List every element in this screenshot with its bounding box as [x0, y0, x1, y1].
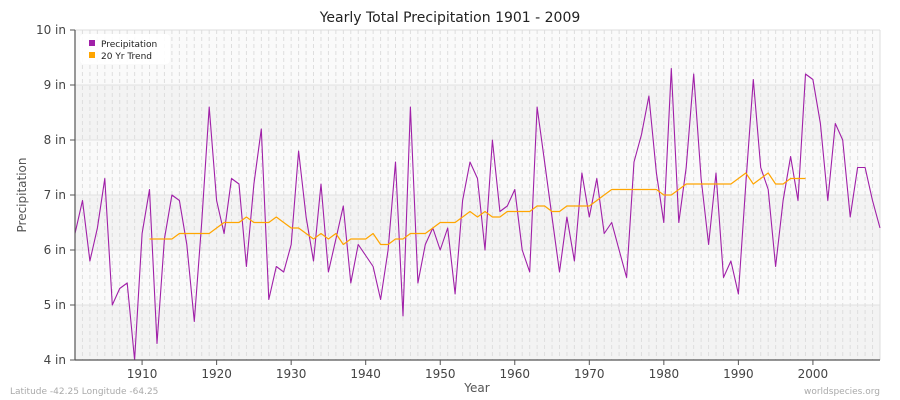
series-lines — [74, 67, 881, 361]
y-tick-label: 8 in — [44, 133, 66, 147]
legend-label-precipitation: Precipitation — [101, 40, 157, 50]
y-tick-labels: 4 in 5 in 6 in 7 in 8 in 9 in 10 in — [36, 23, 66, 367]
x-tick-label: 1970 — [574, 367, 605, 381]
x-tick-labels: 1910 1920 1930 1940 1950 1960 1970 1980 1990 2000 — [127, 367, 828, 381]
legend-swatch-trend — [89, 52, 95, 58]
footer-location: Latitude -42.25 Longitude -64.25 — [10, 387, 158, 397]
legend-label-trend: 20 Yr Trend — [101, 52, 152, 62]
y-tick-label: 10 in — [36, 23, 66, 37]
legend-swatch-precipitation — [89, 40, 95, 46]
x-tick-label: 1930 — [276, 367, 307, 381]
legend-box — [80, 34, 170, 64]
x-tick-label: 1950 — [425, 367, 456, 381]
x-tick-label: 1910 — [127, 367, 158, 381]
precipitation-line — [74, 67, 881, 361]
axes — [70, 29, 880, 365]
trend-line — [149, 172, 806, 246]
grid-lines — [75, 29, 881, 361]
x-tick-label: 2000 — [798, 367, 829, 381]
x-tick-label: 1960 — [499, 367, 530, 381]
y-tick-label: 7 in — [44, 188, 66, 202]
x-tick-label: 1980 — [649, 367, 680, 381]
x-tick-label: 1940 — [350, 367, 381, 381]
y-tick-label: 6 in — [44, 243, 66, 257]
footer-source: worldspecies.org — [804, 387, 880, 397]
y-axis-label: Precipitation — [15, 157, 29, 232]
x-axis-label: Year — [463, 381, 489, 395]
x-tick-label: 1990 — [723, 367, 754, 381]
y-tick-label: 5 in — [44, 298, 66, 312]
y-tick-label: 4 in — [44, 353, 66, 367]
chart-title: Yearly Total Precipitation 1901 - 2009 — [319, 10, 581, 26]
x-tick-label: 1920 — [201, 367, 232, 381]
legend: Precipitation 20 Yr Trend — [80, 34, 170, 64]
y-tick-label: 9 in — [44, 78, 66, 92]
